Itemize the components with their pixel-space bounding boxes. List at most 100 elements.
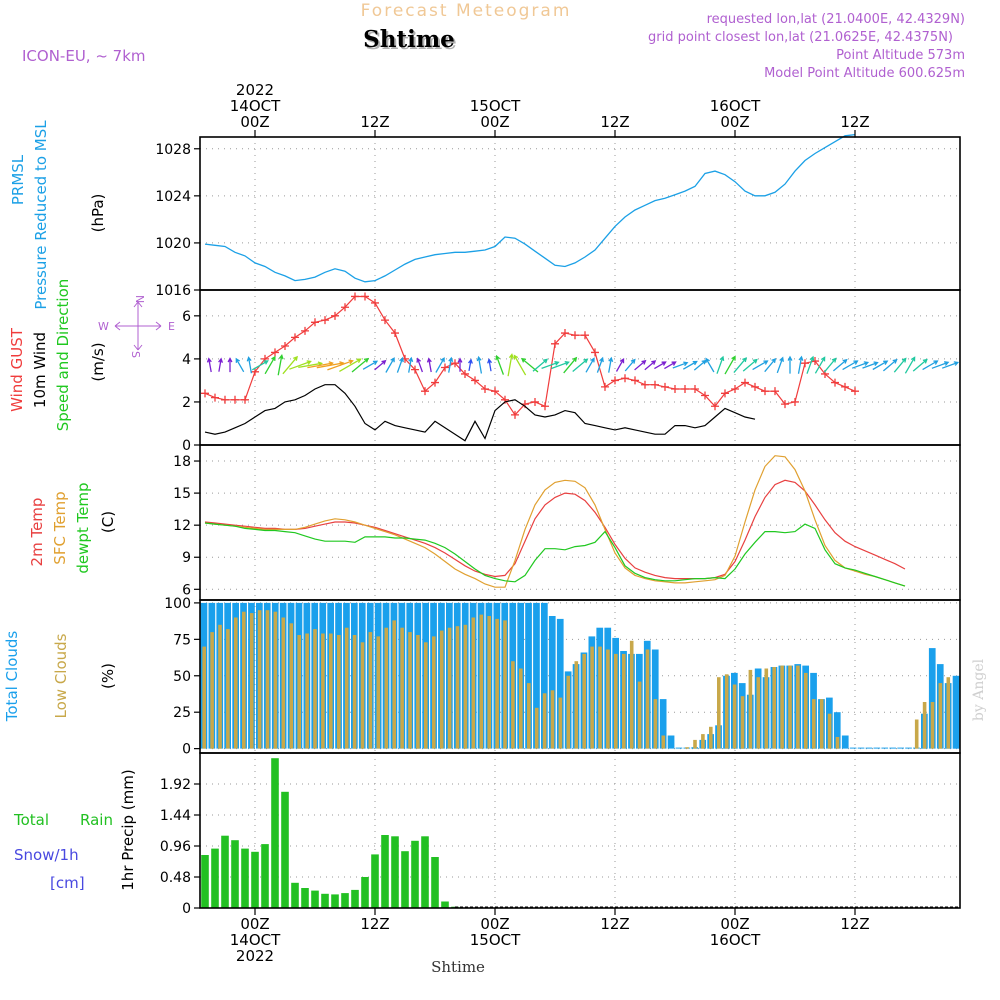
requested-coords: requested lon,lat (21.0400E, 42.4329N) — [707, 12, 965, 27]
low-cloud-bar — [257, 610, 262, 749]
y-tick-label: 0.96 — [160, 839, 191, 855]
total-cloud-bar — [881, 747, 889, 749]
wind-vector — [426, 357, 432, 373]
low-cloud-bar — [764, 668, 769, 749]
y-tick-label: 6 — [182, 582, 191, 598]
low-cloud-bar — [392, 620, 396, 749]
snow-unit-label: [cm] — [50, 874, 85, 892]
gust-marker — [641, 380, 649, 389]
gust-marker — [431, 378, 439, 387]
rain-bar — [291, 882, 299, 908]
wind-vector — [264, 355, 276, 375]
low-cloud-bar — [424, 642, 428, 749]
low-cloud-bar — [772, 667, 776, 749]
footer-location: Shtime — [431, 958, 485, 976]
low-cloud-bar — [827, 713, 832, 749]
compass-n: N — [133, 295, 146, 303]
wind-panel: 0 2 4 6 — [182, 290, 960, 454]
total-cloud-bar — [849, 747, 857, 749]
wind-vector — [277, 354, 284, 376]
wind-vector — [615, 358, 625, 372]
wind-vector — [814, 356, 826, 374]
wind-vector — [435, 357, 445, 373]
wind-vector — [487, 358, 493, 372]
rain-bar — [341, 893, 349, 908]
low-cloud-bar — [582, 653, 586, 749]
low-cloud-bar — [265, 610, 270, 749]
wind-vector — [716, 355, 725, 374]
gust-marker — [571, 331, 579, 340]
wind-vector — [862, 361, 879, 369]
rain-bar — [351, 889, 359, 908]
location-title-shadow: Shtime — [365, 28, 457, 55]
gust-marker — [481, 385, 489, 394]
gust-marker — [231, 395, 239, 404]
gust-marker — [811, 357, 819, 366]
gust-marker — [441, 363, 449, 372]
chart-title: Forecast Meteogram — [361, 1, 572, 21]
rain-label: Rain — [80, 811, 113, 829]
low-cloud-bar — [748, 669, 753, 749]
total-cloud-bar — [651, 649, 659, 749]
gust-marker — [681, 385, 689, 394]
low-cloud-bar — [376, 636, 381, 749]
low-cloud-bar — [527, 683, 531, 749]
y-tick-label: 25 — [173, 705, 191, 721]
time-label-bottom: 15OCT — [470, 931, 521, 949]
gust-marker — [661, 382, 669, 391]
dewpoint-line — [204, 522, 906, 587]
y-tick-label: 1016 — [155, 283, 191, 299]
location-title: Shtime — [363, 26, 455, 53]
y-tick-label: 0 — [182, 901, 191, 917]
low-cloud-bar — [629, 640, 634, 749]
dewpt-label: dewpt Temp — [74, 482, 92, 573]
wind-vector — [457, 357, 463, 372]
pressure-unit: (hPa) — [89, 194, 107, 233]
gust-marker — [761, 387, 769, 396]
rain-bar — [231, 840, 239, 908]
gust-marker — [781, 400, 789, 409]
gust-marker — [691, 385, 699, 394]
rain-bar — [361, 877, 369, 908]
time-label-top: 16OCT — [710, 97, 761, 115]
low-cloud-bar — [305, 633, 309, 749]
gust-marker — [791, 397, 799, 406]
y-tick-label: 0 — [182, 742, 191, 758]
time-label-bottom: 12Z — [840, 915, 869, 933]
low-cloud-bar — [321, 633, 325, 749]
pressure-frame — [199, 136, 961, 291]
low-cloud-bar — [693, 739, 697, 749]
low-cloud-bar — [788, 665, 792, 749]
gust-marker — [391, 329, 399, 338]
wind-vector — [585, 357, 595, 373]
pressure-label-2: Pressure Reduced to MSL — [32, 120, 50, 310]
wind-vector — [476, 355, 483, 374]
low-cloud-bar — [416, 635, 420, 749]
wind-vector — [882, 358, 898, 372]
total-cloud-bar — [897, 747, 904, 749]
wind-vector — [672, 361, 689, 369]
low-cloud-bar — [717, 677, 721, 749]
y-tick-label: 0 — [182, 438, 191, 454]
wind-vector — [682, 360, 698, 370]
temperature-frame — [199, 444, 961, 601]
low-cloud-bar — [756, 677, 761, 749]
wind-vector — [931, 361, 950, 369]
gust-marker — [841, 382, 849, 391]
wind-vector — [541, 361, 560, 370]
y-tick-label: 0.48 — [160, 870, 191, 886]
wind-label: 10m Wind — [31, 332, 49, 408]
time-label-top: 15OCT — [470, 97, 521, 115]
low-cloud-bar — [360, 642, 365, 749]
gust-marker — [281, 341, 289, 350]
low-cloud-bar — [337, 635, 341, 749]
wind-vector — [396, 356, 404, 373]
time-label-bottom: 00Z — [480, 915, 509, 933]
total-cloud-bar — [533, 602, 540, 749]
wind-vector — [764, 357, 777, 373]
time-label-top: 00Z — [240, 113, 269, 131]
wind-vector — [724, 355, 736, 375]
low-cloud-bar — [289, 623, 294, 749]
gust-marker — [671, 385, 679, 394]
wind-vector — [385, 357, 395, 373]
